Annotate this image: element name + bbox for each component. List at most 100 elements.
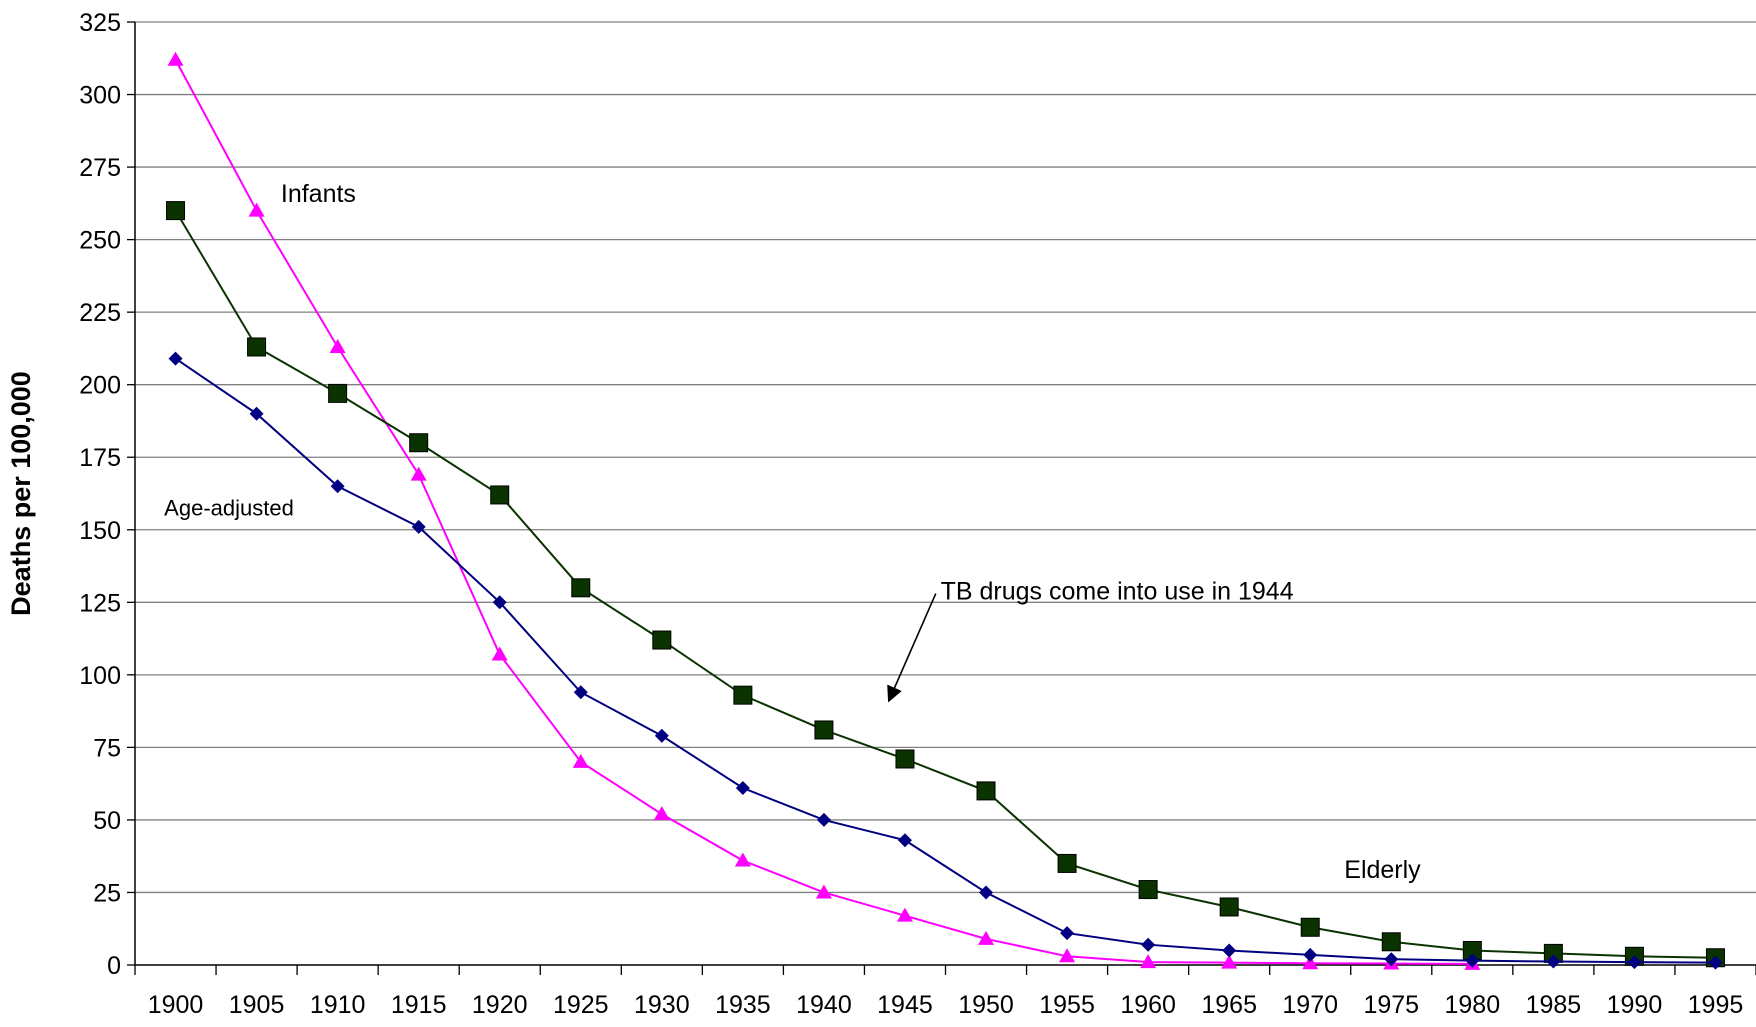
annotation-arrow	[887, 593, 937, 703]
y-tick-label: 225	[79, 299, 121, 327]
y-tick-label: 250	[79, 227, 121, 255]
x-tick-label: 1900	[148, 991, 204, 1019]
series-line	[174, 357, 1716, 964]
gridlines	[135, 21, 1756, 894]
data-point-square	[1138, 880, 1158, 900]
data-point-square	[733, 685, 753, 705]
x-tick-label: 1920	[472, 991, 528, 1019]
y-tick-label: 300	[79, 82, 121, 110]
data-point-diamond	[654, 728, 669, 743]
x-tick-label: 1970	[1282, 991, 1338, 1019]
series-elderly	[166, 201, 1725, 968]
x-tick-label: 1975	[1363, 991, 1419, 1019]
data-point-diamond	[168, 351, 183, 366]
data-point-diamond	[573, 685, 588, 700]
data-point-square	[166, 201, 186, 221]
axes: 0 25 50 75 100 125 150 175 200 225 250 275 300 325 190…	[79, 9, 1756, 1019]
data-point-square	[1381, 932, 1401, 952]
data-point-triangle	[1221, 954, 1238, 969]
data-point-triangle	[491, 646, 508, 661]
annotation-elderly: Elderly	[1344, 856, 1421, 884]
y-tick-label: 75	[93, 734, 121, 762]
x-tick-label: 1905	[229, 991, 285, 1019]
data-point-square	[490, 485, 510, 505]
x-tick-label: 1910	[310, 991, 366, 1019]
series-lines	[166, 51, 1725, 970]
x-tick-label: 1990	[1607, 991, 1663, 1019]
annotations: Infants Age-adjusted Elderly TB drugs come …	[164, 180, 1421, 884]
x-tick-label: 1935	[715, 991, 771, 1019]
series-line	[174, 210, 1716, 959]
data-point-square	[409, 433, 429, 453]
data-point-diamond	[979, 885, 994, 900]
data-point-square	[895, 749, 915, 769]
data-point-diamond	[1708, 955, 1723, 970]
x-tick-label: 1965	[1201, 991, 1257, 1019]
y-tick-label: 25	[93, 879, 121, 907]
data-point-diamond	[1465, 953, 1480, 968]
annotation-infants: Infants	[281, 180, 356, 208]
y-tick-label: 325	[79, 9, 121, 37]
annotation-age-adjusted: Age-adjusted	[164, 495, 294, 520]
data-point-diamond	[1627, 955, 1642, 970]
data-point-triangle	[896, 907, 913, 922]
x-tick-label: 1930	[634, 991, 690, 1019]
data-point-diamond	[1384, 952, 1399, 967]
x-tick-label: 1940	[796, 991, 852, 1019]
y-tick-label: 100	[79, 662, 121, 690]
y-tick-label: 175	[79, 444, 121, 472]
data-point-triangle	[734, 852, 751, 867]
x-tick-label: 1955	[1039, 991, 1095, 1019]
y-tick-label: 275	[79, 154, 121, 182]
y-tick-label: 200	[79, 372, 121, 400]
y-tick-label: 150	[79, 517, 121, 545]
data-point-diamond	[411, 519, 426, 534]
data-point-triangle	[248, 202, 265, 217]
y-tick-label: 125	[79, 589, 121, 617]
series-line	[174, 59, 1473, 965]
data-point-triangle	[653, 806, 670, 821]
x-tick-label: 1960	[1120, 991, 1176, 1019]
data-point-triangle	[1302, 955, 1319, 970]
data-point-diamond	[249, 406, 264, 421]
data-point-diamond	[492, 595, 507, 610]
x-tick-label: 1945	[877, 991, 933, 1019]
series-infants	[167, 51, 1481, 970]
annotation-tb-drugs: TB drugs come into use in 1944	[941, 577, 1294, 605]
data-point-diamond	[735, 781, 750, 796]
x-tick-label: 1915	[391, 991, 447, 1019]
data-point-triangle	[167, 51, 184, 66]
data-point-triangle	[815, 884, 832, 899]
y-tick-label: 0	[107, 952, 121, 980]
x-tick-label: 1995	[1688, 991, 1744, 1019]
data-point-triangle	[329, 338, 346, 353]
data-point-diamond	[1546, 954, 1561, 969]
x-tick-label: 1925	[553, 991, 609, 1019]
data-point-square	[652, 630, 672, 650]
data-point-square	[814, 720, 834, 740]
data-point-triangle	[572, 753, 589, 768]
data-point-square	[1219, 897, 1239, 917]
data-point-diamond	[1222, 943, 1237, 958]
data-point-square	[1057, 853, 1077, 873]
data-point-diamond	[330, 479, 345, 494]
data-point-square	[247, 337, 267, 357]
data-point-triangle	[1140, 954, 1157, 969]
data-point-square	[571, 578, 591, 598]
data-point-diamond	[1303, 947, 1318, 962]
data-point-triangle	[978, 930, 995, 945]
x-tick-label: 1950	[958, 991, 1014, 1019]
data-point-diamond	[1141, 937, 1156, 952]
x-tick-label: 1980	[1445, 991, 1501, 1019]
x-tick-label: 1985	[1526, 991, 1582, 1019]
y-axis-label: Deaths per 100,000	[6, 371, 36, 616]
data-point-diamond	[1060, 926, 1075, 941]
series-age-adjusted	[168, 351, 1723, 970]
y-tick-label: 50	[93, 807, 121, 835]
data-point-diamond	[897, 833, 912, 848]
data-point-square	[1300, 917, 1320, 937]
data-point-square	[976, 781, 996, 801]
data-point-triangle	[1059, 948, 1076, 963]
